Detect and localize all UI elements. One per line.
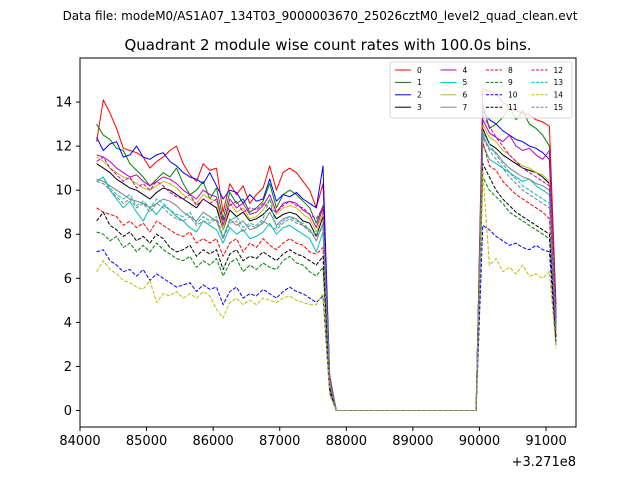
axes-frame [79, 57, 577, 428]
legend-label-15: 15 [554, 103, 564, 112]
y-tick-label: 2 [64, 360, 72, 375]
legend-label-5: 5 [463, 78, 468, 87]
x-tick-label: 91000 [525, 434, 566, 449]
y-tick-label: 12 [55, 140, 72, 155]
x-tick-label: 85000 [126, 434, 167, 449]
legend-label-9: 9 [508, 78, 513, 87]
legend-label-6: 6 [463, 91, 468, 100]
legend-label-11: 11 [508, 103, 518, 112]
legend-box [389, 61, 573, 119]
legend-label-0: 0 [417, 66, 422, 75]
x-tick-label: 90000 [459, 434, 500, 449]
y-tick-label: 0 [64, 404, 72, 419]
y-tick-label: 4 [64, 316, 72, 331]
legend-label-1: 1 [417, 78, 422, 87]
legend-label-14: 14 [554, 91, 564, 100]
legend-label-10: 10 [508, 91, 518, 100]
x-tick-label: 84000 [59, 434, 100, 449]
x-tick-label: 86000 [192, 434, 233, 449]
plot-lines [96, 88, 557, 411]
x-offset-label: +3.271e8 [512, 455, 576, 470]
series-line-14 [96, 169, 557, 411]
axes: 84000 85000 86000 87000 88000 89000 90000 91000… [55, 57, 577, 449]
legend-label-4: 4 [463, 66, 468, 75]
series-line-10 [96, 224, 557, 411]
figure-suptitle: Data file: modeM0/AS1A07_134T03_90000036… [63, 9, 578, 23]
legend-label-3: 3 [417, 103, 422, 112]
legend-label-2: 2 [417, 91, 422, 100]
x-tick-label: 89000 [392, 434, 433, 449]
legend-label-13: 13 [554, 78, 564, 87]
x-tick-label: 87000 [259, 434, 300, 449]
legend-label-7: 7 [463, 103, 468, 112]
y-tick-label: 14 [55, 96, 72, 111]
y-tick-label: 10 [55, 184, 72, 199]
x-tick-label: 88000 [326, 434, 367, 449]
legend-label-12: 12 [554, 66, 564, 75]
chart-title: Quadrant 2 module wise count rates with … [124, 36, 531, 54]
y-tick-label: 6 [64, 272, 72, 287]
y-tick-label: 8 [64, 228, 72, 243]
legend-label-8: 8 [508, 66, 513, 75]
